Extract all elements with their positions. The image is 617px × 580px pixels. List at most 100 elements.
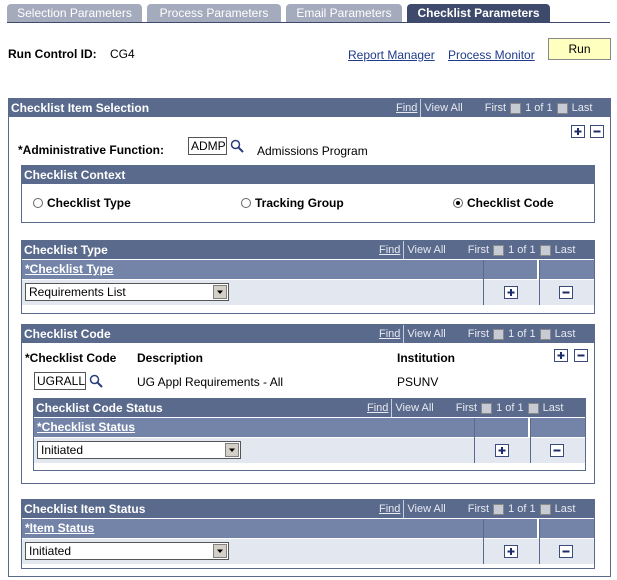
view-all[interactable]: View All [391,399,434,417]
view-all[interactable]: View All [403,325,446,343]
dropdown[interactable]: Requirements List [25,283,229,301]
item-selection: Checklist Item Selection Find View All Fi… [8,98,611,577]
radio[interactable] [241,198,251,208]
section-header: Checklist Item Status [22,500,594,518]
column-header [540,519,594,538]
next-button[interactable] [539,328,551,340]
column-header [475,418,528,437]
find-link[interactable]: Find [396,102,418,114]
prev-button[interactable] [481,402,493,414]
count: 1 of 1 [496,402,524,414]
first: First [467,244,490,256]
code-input[interactable]: UGRALL [34,372,86,390]
run-control-value: CG4 [110,47,135,61]
column-label: Institution [397,351,455,365]
count: 1 of 1 [508,244,536,256]
last: Last [554,503,576,515]
section-title: Checklist Code [24,327,111,341]
process-monitor-link[interactable]: Process Monitor [448,48,535,62]
grid-nav: Find View All First 1 of 1 Last [379,500,575,518]
prev-button[interactable] [493,503,505,515]
context-box: Checklist Context Checklist Type Tracking… [21,165,595,223]
radio[interactable] [33,198,43,208]
count: 1 of 1 [508,328,536,340]
delete-row[interactable] [574,349,588,362]
count: 1 of 1 [508,503,536,515]
add-row[interactable] [495,444,509,457]
column-header[interactable]: *Item Status [22,519,484,538]
run-button[interactable]: Run [548,38,611,60]
divider [539,519,540,564]
column-header [540,260,594,279]
view-all[interactable]: View All [403,241,446,259]
section-title: Checklist Type [24,243,108,257]
dropdown-value: Initiated [29,544,72,558]
section-header: Checklist Item Selection [9,99,610,117]
run-control-label: Run Control ID: [8,47,97,61]
view-all[interactable]: View All [403,500,446,518]
tab[interactable]: Process Parameters [147,4,281,22]
first: First [455,402,478,414]
grid-nav: Find View All First 1 of 1 Last [367,399,563,417]
section-header: Checklist Code Status [34,399,585,417]
dropdown[interactable]: Initiated [37,441,241,459]
prev-button[interactable] [493,328,505,340]
tab[interactable]: Selection Parameters [7,4,142,22]
tab-active[interactable]: Checklist Parameters [407,4,550,22]
lookup-icon[interactable] [89,374,103,388]
next-button[interactable] [556,102,568,114]
add-row[interactable] [504,286,518,299]
column-header[interactable]: *Checklist Type [22,260,484,279]
grid-nav: Find View All First 1 of 1 Last [396,99,592,117]
divider [483,260,484,305]
divider [539,260,540,305]
radio[interactable] [453,198,463,208]
radio-label[interactable]: Tracking Group [255,196,344,210]
view-all[interactable]: View All [420,99,463,117]
prev-button[interactable] [510,102,522,114]
section-header: Checklist Context [22,166,594,184]
delete-row[interactable] [559,286,573,299]
delete-row[interactable] [590,125,604,138]
column-label: Description [137,351,204,365]
code-status-grid: Checklist Code Status Find View All First… [33,398,586,471]
section-title: Checklist Item Status [24,502,146,516]
section-header: Checklist Code [22,325,594,343]
add-row[interactable] [504,545,518,558]
next-button[interactable] [539,244,551,256]
find-link[interactable]: Find [379,328,401,340]
section-title: Checklist Context [24,168,126,182]
next-button[interactable] [539,503,551,515]
add-row[interactable] [554,349,568,362]
column-header [484,260,537,279]
admin-desc: Admissions Program [257,144,368,158]
delete-row[interactable] [550,444,564,457]
item-status-grid: Checklist Item Status Find View All First… [21,499,595,569]
code-description: UG Appl Requirements - All [137,375,284,389]
admin-input[interactable]: ADMP [188,137,227,155]
find-link[interactable]: Find [379,244,401,256]
find-link[interactable]: Find [379,503,401,515]
section-title: Checklist Code Status [36,401,163,415]
find-link[interactable]: Find [367,402,389,414]
first: First [484,102,507,114]
checklist-type-grid: Checklist Type Find View All First 1 of 1 L… [21,240,595,314]
prev-button[interactable] [493,244,505,256]
last: Last [554,328,576,340]
grid-nav: Find View All First 1 of 1 Last [379,325,575,343]
section-header: Checklist Type [22,241,594,259]
tab[interactable]: Email Parameters [286,4,402,22]
dropdown[interactable]: Initiated [25,542,229,560]
delete-row[interactable] [559,545,573,558]
radio-label[interactable]: Checklist Code [467,196,554,210]
divider [474,418,475,463]
radio-label[interactable]: Checklist Type [47,196,131,210]
add-row[interactable] [571,125,585,138]
column-header[interactable]: *Checklist Status [34,418,475,437]
report-manager-link[interactable]: Report Manager [348,48,435,62]
lookup-icon[interactable] [230,139,244,153]
first: First [467,503,490,515]
next-button[interactable] [527,402,539,414]
